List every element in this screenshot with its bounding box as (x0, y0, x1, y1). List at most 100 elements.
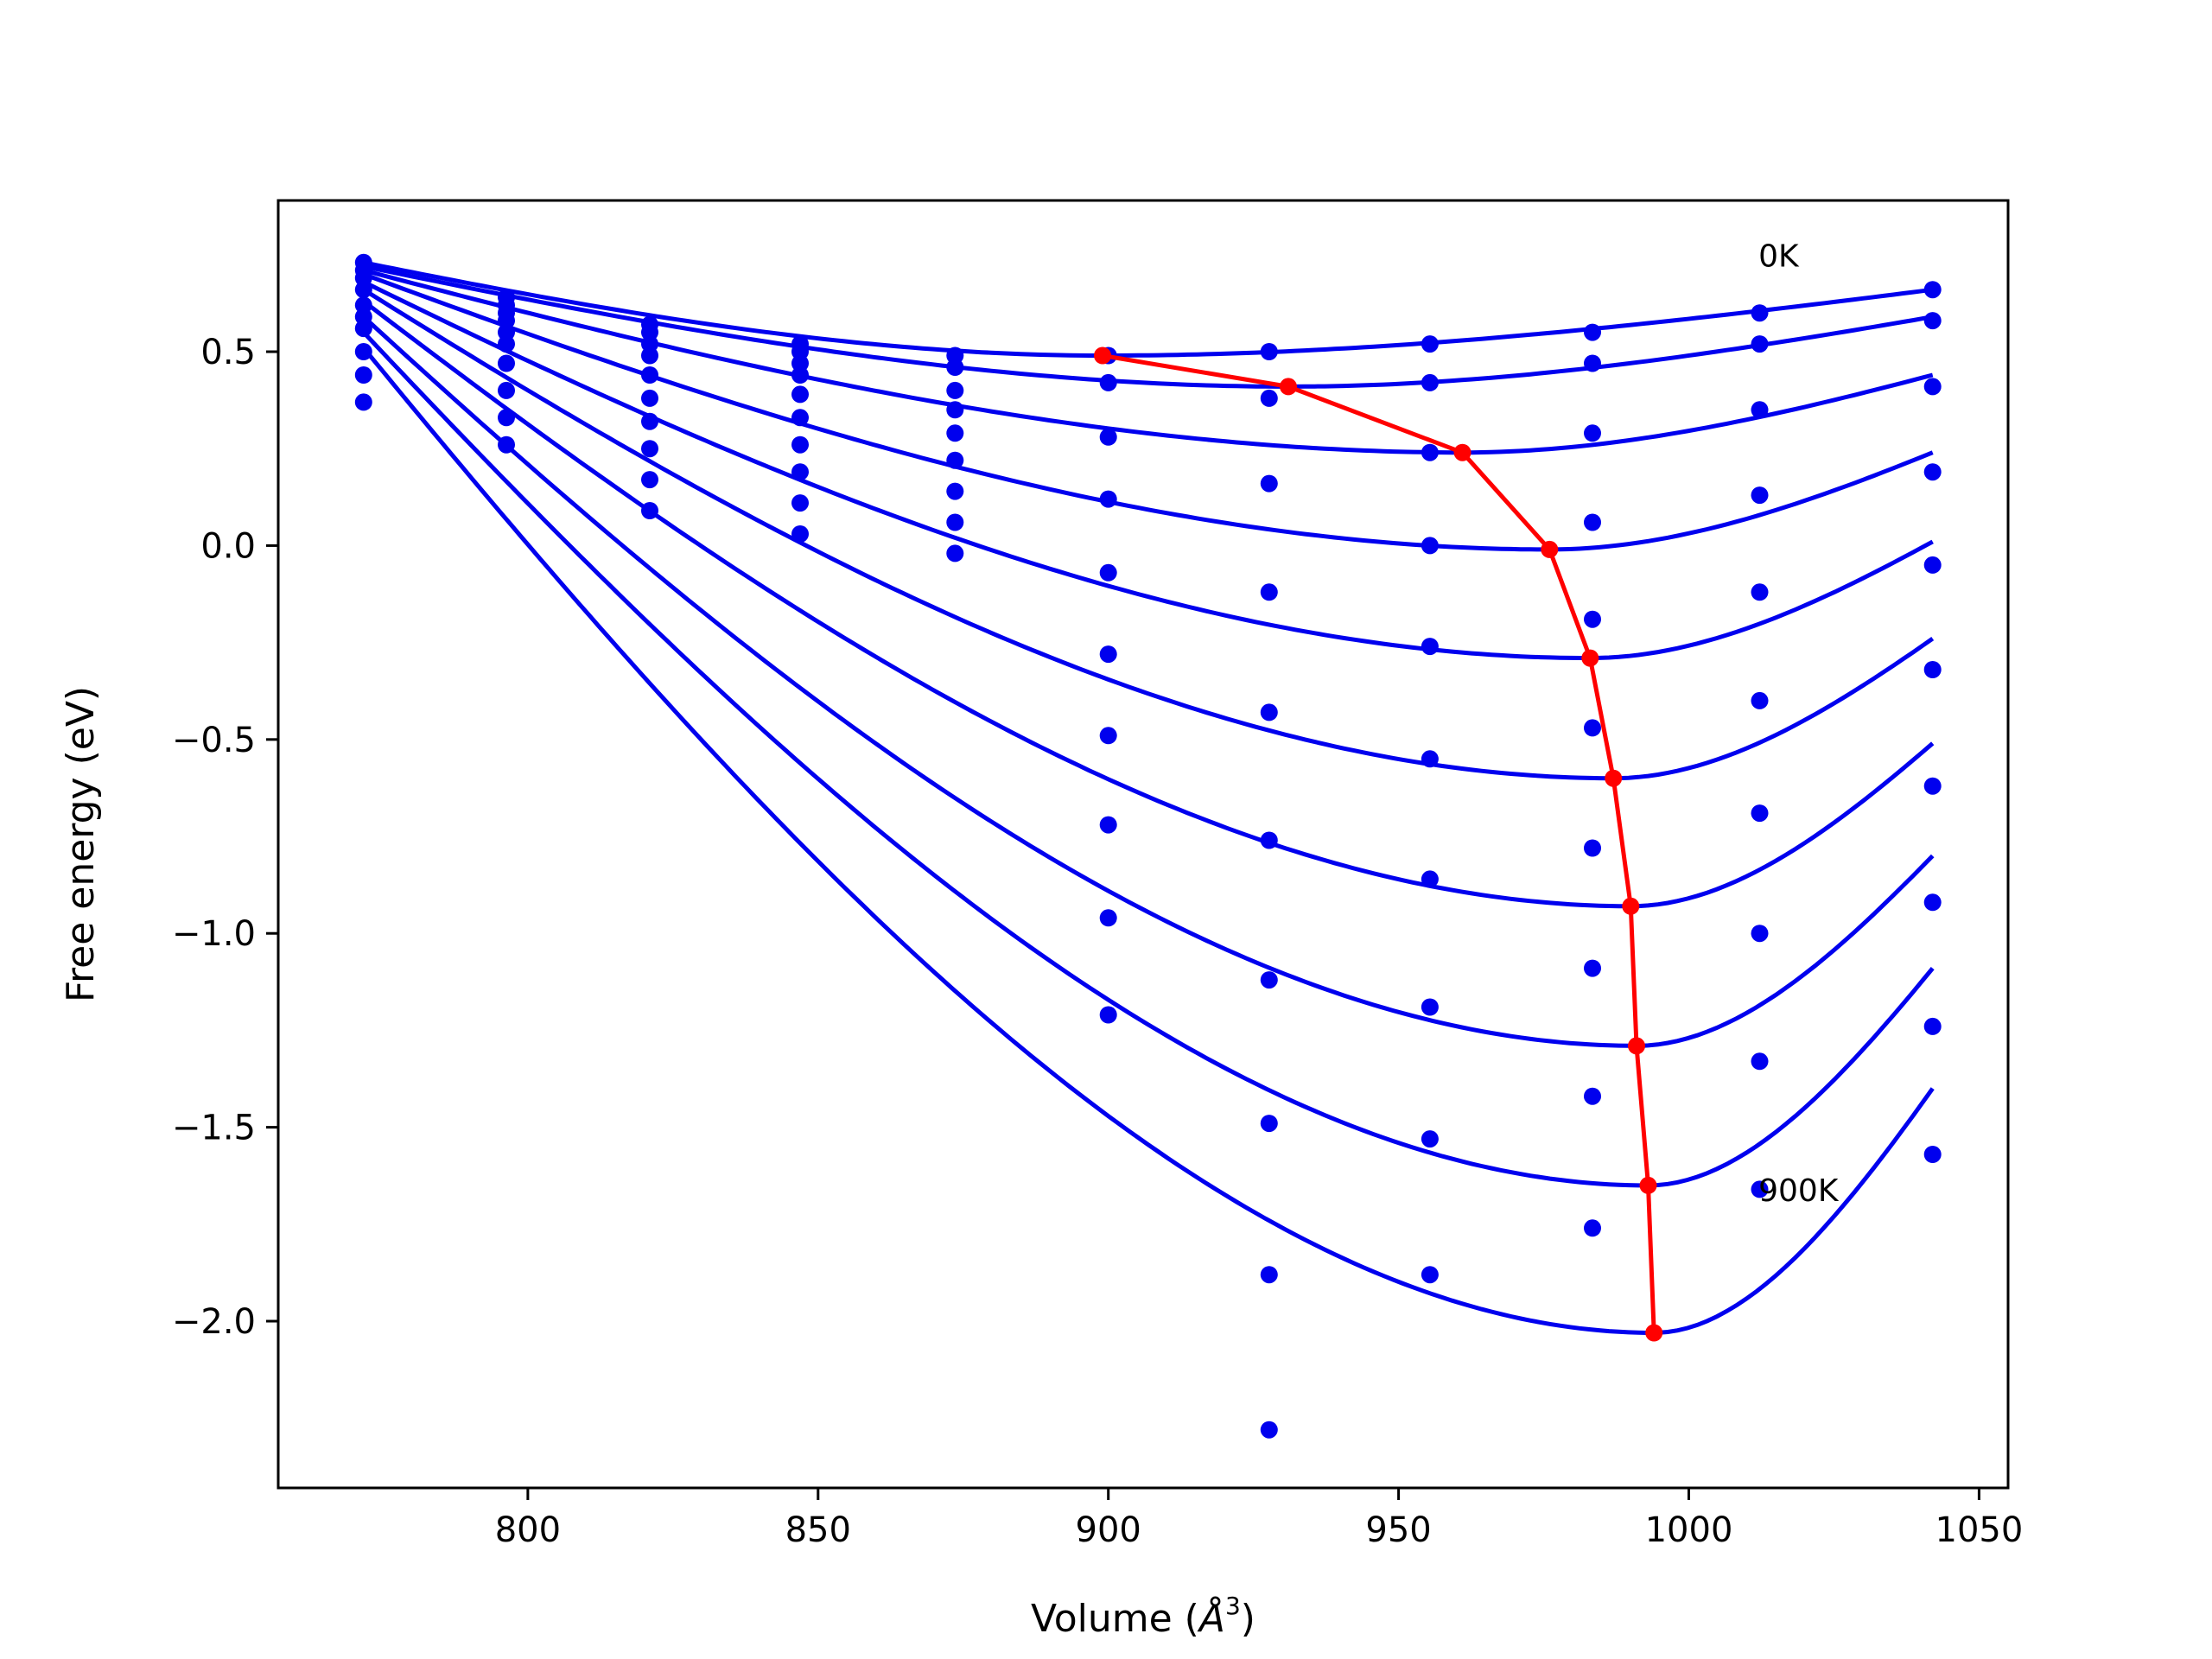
data-point-3-9 (1751, 486, 1769, 505)
y-tick-label-4: −1.5 (172, 1109, 256, 1148)
x-tick-label-0: 800 (495, 1510, 561, 1550)
y-axis-label: Free energy (eV) (59, 686, 103, 1002)
fit-curve-5 (362, 288, 1935, 781)
data-point-8-1 (498, 409, 515, 427)
minimum-point-9 (1645, 1324, 1663, 1342)
data-point-5-2 (641, 389, 658, 407)
y-tick-label-1: 0.0 (200, 526, 256, 566)
data-point-8-7 (1421, 1130, 1439, 1148)
data-point-4-8 (1584, 610, 1601, 628)
data-point-6-8 (1584, 839, 1601, 857)
fit-curve-3 (362, 271, 1934, 552)
data-point-4-4 (946, 424, 964, 442)
y-tick-label-0: 0.5 (200, 333, 256, 372)
x-tick-label-2: 900 (1076, 1510, 1141, 1550)
data-point-4-3 (791, 385, 809, 404)
data-point-2-9 (1751, 401, 1769, 419)
minimum-point-3 (1541, 540, 1559, 558)
data-point-6-2 (641, 412, 658, 430)
data-point-9-2 (641, 502, 658, 519)
minimum-point-6 (1622, 897, 1640, 915)
x-tick-label-4: 1000 (1645, 1510, 1733, 1550)
data-point-2-4 (946, 381, 964, 399)
data-point-3-4 (946, 401, 964, 419)
minimum-point-1 (1280, 378, 1297, 396)
data-point-5-1 (498, 335, 515, 353)
fit-curve-7 (362, 315, 1935, 1048)
data-point-6-5 (1099, 727, 1117, 745)
data-point-8-6 (1260, 1266, 1278, 1284)
fit-curve-4 (362, 279, 1934, 661)
data-point-6-9 (1751, 804, 1769, 823)
annotations: 0K 900K (1758, 238, 1840, 1209)
data-point-3-0 (354, 281, 372, 299)
data-point-3-5 (1099, 490, 1117, 508)
fit-curve-9 (361, 346, 1935, 1336)
data-point-2-7 (1421, 443, 1439, 461)
data-point-1-7 (1421, 373, 1439, 391)
data-point-3-2 (641, 346, 658, 365)
minimum-point-8 (1639, 1176, 1657, 1194)
data-point-7-4 (946, 513, 964, 531)
y-tick-label-5: −2.0 (172, 1302, 256, 1342)
y-axis-ticks: 0.5 0.0 −0.5 −1.0 −1.5 −2.0 (172, 333, 278, 1342)
data-point-9-8 (1584, 1219, 1601, 1237)
data-point-1-6 (1260, 389, 1278, 407)
data-point-9-5 (1099, 1006, 1117, 1024)
data-point-4-2 (641, 366, 658, 384)
data-point-5-9 (1751, 691, 1769, 709)
x-axis-ticks: 800 850 900 950 1000 1050 (495, 1488, 2024, 1550)
data-point-5-10 (1923, 661, 1942, 678)
x-tick-label-5: 1050 (1936, 1510, 2024, 1550)
data-point-7-9 (1751, 925, 1769, 943)
data-point-8-5 (1099, 909, 1117, 927)
fit-curve-8 (361, 330, 1935, 1188)
data-point-8-4 (946, 544, 964, 563)
data-point-6-7 (1421, 870, 1439, 888)
data-point-5-5 (1099, 645, 1117, 664)
data-point-1-10 (1923, 312, 1942, 330)
minimum-point-7 (1628, 1037, 1645, 1055)
data-point-7-2 (641, 440, 658, 458)
x-tick-label-1: 850 (785, 1510, 851, 1550)
fit-curve-6 (362, 299, 1935, 909)
minimum-point-0 (1094, 346, 1111, 365)
data-point-7-7 (1421, 998, 1439, 1016)
data-point-3-3 (791, 366, 809, 384)
data-point-5-6 (1260, 831, 1278, 849)
fit-curve-2 (363, 268, 1934, 455)
data-point-4-9 (1751, 583, 1769, 601)
data-point-4-10 (1923, 556, 1942, 574)
data-point-6-4 (946, 482, 964, 500)
data-point-0-10 (1923, 281, 1942, 299)
y-tick-label-2: −0.5 (172, 721, 256, 760)
data-point-7-10 (1923, 893, 1942, 912)
fit-curve-1 (363, 264, 1934, 389)
data-point-7-6 (1260, 1115, 1278, 1133)
data-point-3-8 (1584, 513, 1601, 531)
data-point-2-6 (1260, 474, 1278, 493)
data-point-9-6 (1260, 1421, 1278, 1439)
data-point-9-10 (1923, 1146, 1942, 1163)
data-point-0-6 (1260, 343, 1278, 360)
data-point-9-1 (498, 435, 515, 454)
equilibrium-volume-line (1102, 353, 1656, 1333)
y-tick-label-3: −1.0 (172, 914, 256, 954)
data-point-6-6 (1260, 971, 1278, 989)
data-point-8-10 (1923, 1017, 1942, 1035)
data-point-5-4 (946, 451, 964, 469)
data-point-4-6 (1260, 703, 1278, 721)
data-point-8-0 (354, 366, 372, 384)
data-point-8-8 (1584, 1087, 1601, 1105)
plot-area (354, 253, 1942, 1439)
data-point-8-3 (791, 494, 809, 512)
data-point-7-1 (498, 381, 515, 399)
data-point-0-7 (1421, 335, 1439, 353)
data-point-6-1 (498, 354, 515, 372)
data-point-6-10 (1923, 777, 1942, 795)
data-point-9-0 (354, 393, 372, 411)
data-point-3-6 (1260, 583, 1278, 601)
data-point-9-9 (1751, 1180, 1769, 1198)
data-point-6-0 (354, 320, 372, 338)
